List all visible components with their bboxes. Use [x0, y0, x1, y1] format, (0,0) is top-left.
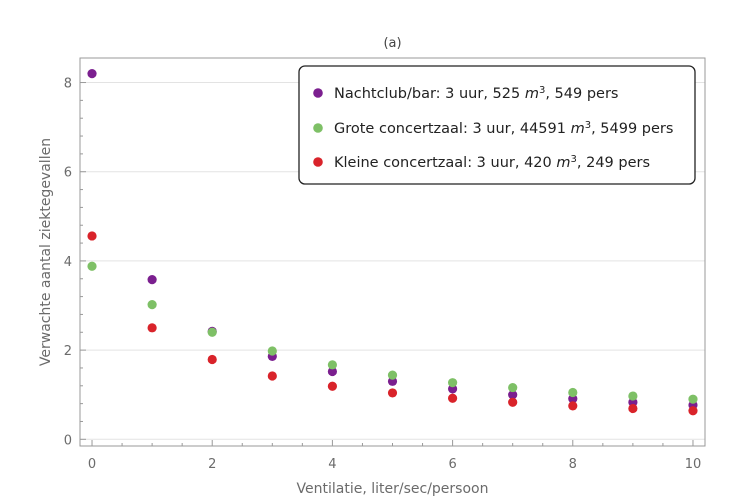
y-tick-label: 0: [64, 433, 72, 448]
data-point-series-3: [568, 401, 578, 411]
data-point-series-3: [688, 406, 698, 416]
data-point-series-2: [147, 300, 157, 310]
data-point-series-1: [87, 69, 97, 79]
data-point-series-3: [87, 231, 97, 241]
data-point-series-2: [508, 382, 518, 393]
data-point-series-2: [267, 346, 277, 356]
data-point-series-3: [508, 397, 518, 407]
y-tick-label: 8: [64, 77, 72, 92]
data-point-series-3: [447, 393, 458, 403]
data-point-series-2: [87, 261, 97, 271]
data-point-series-2: [447, 378, 458, 388]
x-tick-label: 2: [208, 457, 216, 472]
y-tick-label: 4: [64, 255, 72, 270]
data-points: [87, 69, 698, 416]
axis-ticks: 0 2 4 6 8 0 2 4 6 8 10: [64, 77, 702, 472]
data-point-series-3: [387, 388, 398, 398]
data-point-series-2: [327, 360, 338, 370]
legend: Nachtclub/bar: 3 uur, 525 m3, 549 pers Gr…: [298, 65, 696, 185]
legend-marker: [313, 123, 323, 133]
legend-label: Kleine concertzaal: 3 uur, 420 m3, 249 p…: [334, 154, 650, 172]
data-point-series-2: [568, 387, 578, 398]
chart-title: (a): [383, 36, 401, 51]
data-point-series-3: [147, 323, 157, 333]
x-tick-label: 4: [328, 457, 336, 472]
data-point-series-2: [207, 327, 217, 337]
legend-marker: [313, 88, 323, 98]
data-point-series-3: [267, 371, 277, 381]
x-tick-label: 8: [569, 457, 577, 472]
legend-label: Nachtclub/bar: 3 uur, 525 m3, 549 pers: [334, 85, 619, 103]
data-point-series-3: [207, 354, 217, 365]
data-point-series-1: [327, 366, 338, 377]
legend-label: Grote concertzaal: 3 uur, 44591 m3, 5499…: [334, 120, 673, 138]
data-point-series-2: [688, 394, 698, 404]
data-point-series-1: [508, 390, 518, 400]
data-point-series-3: [628, 403, 638, 414]
x-tick-label: 0: [88, 457, 96, 472]
y-tick-label: 2: [64, 344, 72, 359]
y-axis-label: Verwachte aantal ziektegevallen: [38, 138, 54, 366]
legend-box: [298, 65, 696, 185]
x-tick-label: 10: [685, 457, 702, 472]
data-point-series-2: [387, 370, 398, 380]
x-axis-label: Ventilatie, liter/sec/persoon: [297, 481, 489, 497]
data-point-series-1: [147, 275, 157, 285]
y-tick-label: 6: [64, 166, 72, 181]
data-point-series-3: [327, 381, 338, 391]
data-point-series-2: [628, 391, 638, 401]
x-tick-label: 6: [448, 457, 456, 472]
legend-marker: [313, 157, 323, 167]
